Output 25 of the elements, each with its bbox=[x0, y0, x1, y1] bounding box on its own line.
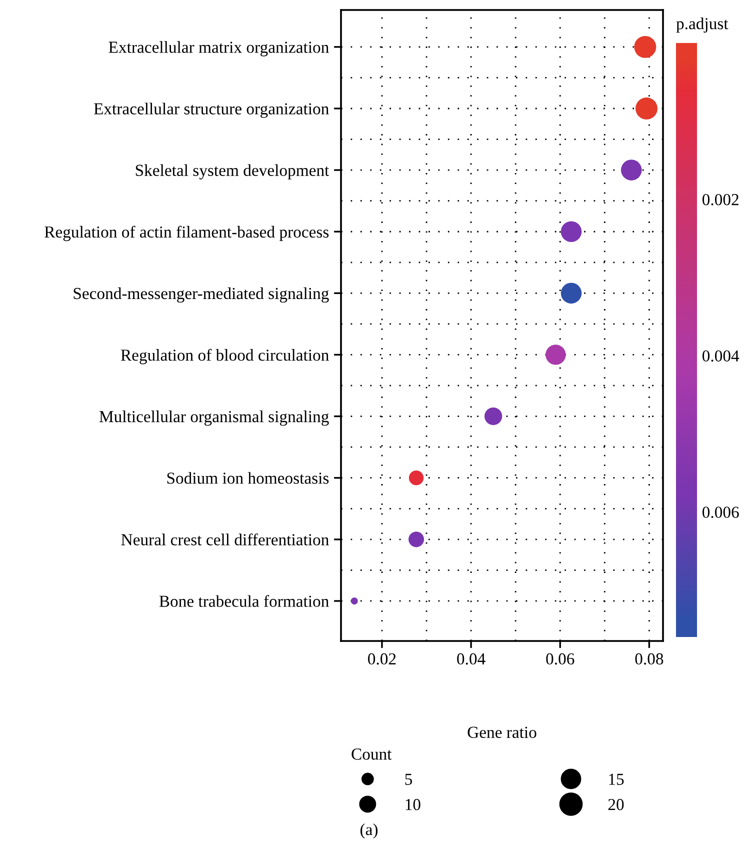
color-bar-label: 0.006 bbox=[702, 506, 739, 518]
y-tick-label: Multicellular organismal signaling bbox=[99, 410, 329, 426]
legend-label: 20 bbox=[608, 798, 624, 810]
x-tick-label: 0.06 bbox=[546, 653, 574, 665]
legend-label: 10 bbox=[406, 798, 420, 810]
legend-title: Count bbox=[352, 748, 392, 760]
y-tick-label: Extracellular matrix organization bbox=[108, 41, 329, 56]
y-tick-label: Regulation of actin filament-based process bbox=[44, 226, 329, 242]
x-tick-label: 0.04 bbox=[457, 653, 486, 665]
legend-label: 15 bbox=[609, 774, 624, 785]
y-tick-label: Neural crest cell differentiation bbox=[121, 533, 329, 546]
y-tick-label: Bone trabecula formation bbox=[159, 595, 329, 607]
y-tick-label: Skeletal system development bbox=[136, 164, 330, 180]
color-bar-label: 0.004 bbox=[702, 350, 740, 362]
y-tick-label: Extracellular structure organization bbox=[94, 102, 329, 118]
x-tick-label: 0.08 bbox=[635, 653, 664, 665]
y-tick-label: Regulation of blood circulation bbox=[120, 348, 329, 364]
y-tick-label: Sodium ion homeostasis bbox=[167, 472, 329, 484]
color-bar-title: p.adjust bbox=[676, 18, 728, 33]
color-bar-label: 0.002 bbox=[702, 194, 738, 206]
x-axis-title: Gene ratio bbox=[468, 726, 536, 738]
legend-label: 5 bbox=[405, 774, 412, 785]
text: (a) bbox=[360, 823, 378, 839]
x-tick-label: 0.02 bbox=[368, 653, 396, 665]
y-tick-label: Second-messenger-mediated signaling bbox=[74, 287, 329, 303]
